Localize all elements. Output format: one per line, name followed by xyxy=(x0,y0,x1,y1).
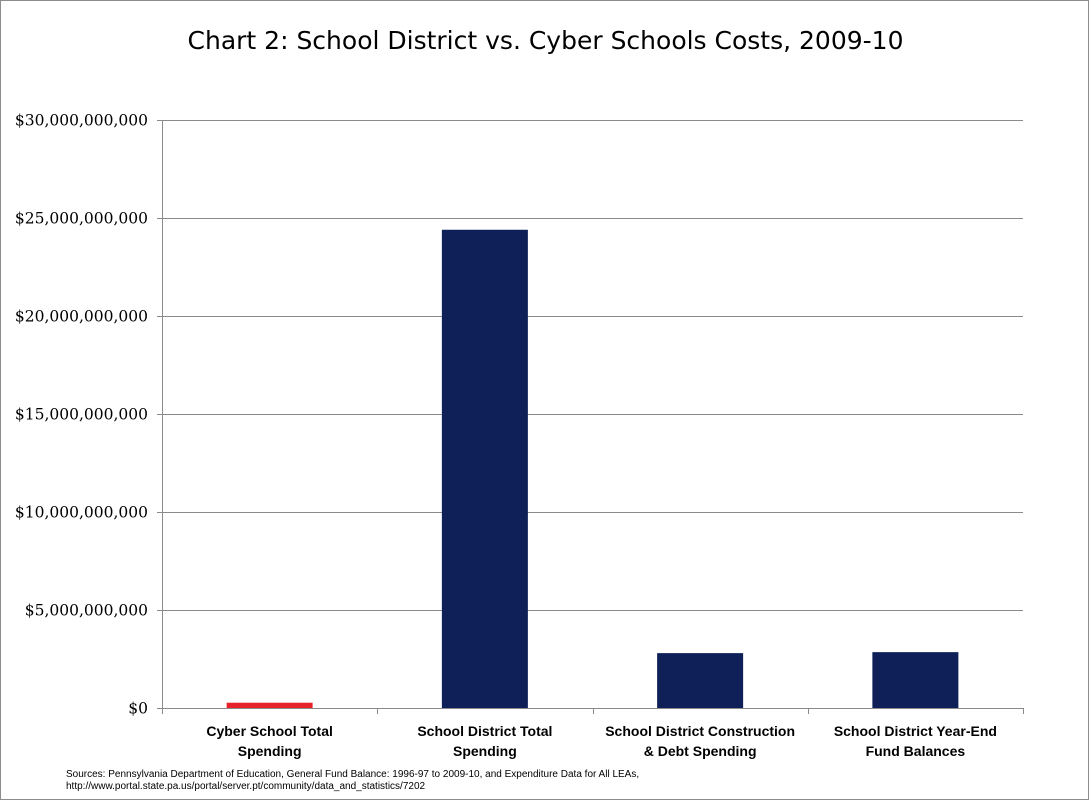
y-tick-label: $0 xyxy=(128,700,148,718)
y-tick-label: $10,000,000,000 xyxy=(15,504,148,522)
x-category-label: & Debt Spending xyxy=(644,743,757,759)
x-category-label: Spending xyxy=(238,743,302,759)
y-tick-label: $5,000,000,000 xyxy=(25,602,148,620)
y-tick-label: $15,000,000,000 xyxy=(15,406,148,424)
bar xyxy=(872,652,959,708)
x-category-label: School District Year-End xyxy=(834,723,997,739)
source-line-2: http://www.portal.state.pa.us/portal/ser… xyxy=(66,780,426,792)
source-note: Sources: Pennsylvania Department of Educ… xyxy=(66,769,639,792)
x-category-label: Fund Balances xyxy=(866,743,966,759)
axes xyxy=(157,120,1024,714)
y-tick-labels: $0 $5,000,000,000 $10,000,000,000 $15,000,0… xyxy=(15,112,148,718)
y-tick-label: $30,000,000,000 xyxy=(15,112,148,130)
x-category-label: Cyber School Total xyxy=(206,723,333,739)
y-tick-label: $20,000,000,000 xyxy=(15,308,148,326)
x-category-label: Spending xyxy=(453,743,517,759)
source-line-1: Sources: Pennsylvania Department of Educ… xyxy=(66,769,640,780)
bars xyxy=(226,229,959,708)
x-category-label: School District Total xyxy=(417,723,552,739)
bar xyxy=(657,653,744,708)
y-tick-label: $25,000,000,000 xyxy=(15,210,148,228)
bar xyxy=(441,229,528,708)
bar xyxy=(226,702,313,708)
x-category-label: School District Construction xyxy=(605,723,795,739)
x-category-labels: Cyber School Total Spending School Distric… xyxy=(206,723,997,759)
gridlines xyxy=(162,120,1023,611)
chart-title: Chart 2: School District vs. Cyber Schoo… xyxy=(187,26,904,55)
